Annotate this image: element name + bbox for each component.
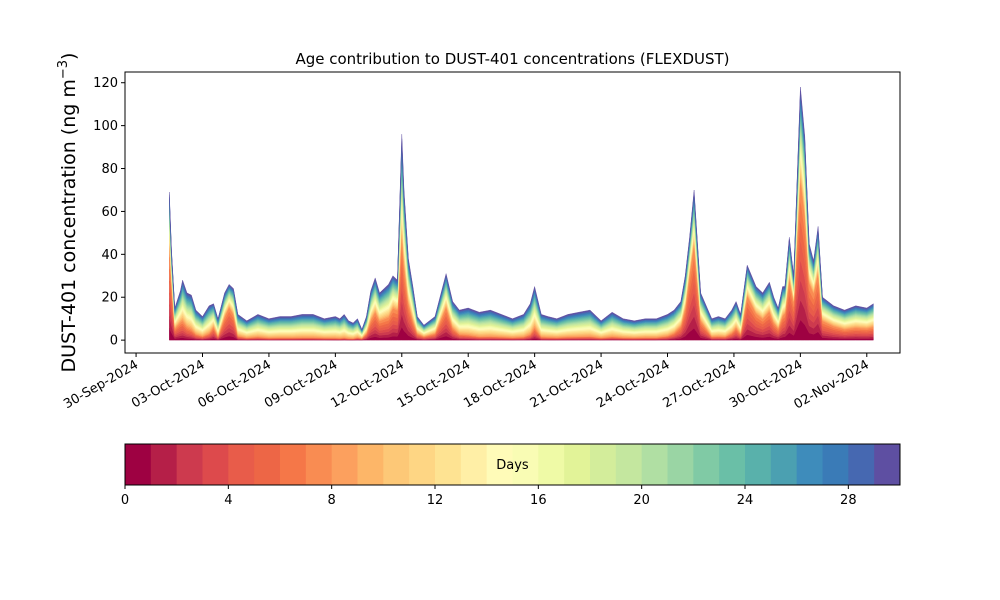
colorbar-cell [409, 444, 436, 485]
colorbar-tick-label: 28 [840, 493, 857, 508]
y-axis: 0 20 40 60 80 100 120 [93, 76, 125, 349]
colorbar-label: Days [496, 458, 529, 473]
colorbar-cell [745, 444, 772, 485]
y-tick-label: 40 [101, 248, 118, 263]
colorbar-cell [383, 444, 410, 485]
colorbar-cell [228, 444, 255, 485]
x-tick-label: 12-Oct-2024 [328, 357, 406, 411]
colorbar-cell [615, 444, 643, 485]
colorbar-cell [254, 444, 281, 485]
x-tick-label: 27-Oct-2024 [661, 357, 739, 411]
y-tick-label: 100 [93, 119, 118, 134]
x-tick-label: 06-Oct-2024 [196, 357, 274, 411]
colorbar-cell [512, 444, 539, 485]
colorbar-cell [564, 444, 591, 485]
colorbar-tick-label: 0 [121, 493, 129, 508]
colorbar: 0 4 8 12 16 20 24 28 Days [121, 443, 901, 508]
chart-title: Age contribution to DUST-401 concentrati… [295, 50, 729, 68]
colorbar-cell [693, 444, 720, 485]
y-tick-label: 60 [101, 205, 118, 220]
x-axis: 30-Sep-202403-Oct-202406-Oct-202409-Oct-… [61, 353, 872, 412]
x-tick-label: 24-Oct-2024 [594, 357, 672, 411]
colorbar-tick-label: 8 [328, 493, 336, 508]
colorbar-cell [125, 444, 152, 485]
plot-area [124, 71, 901, 354]
colorbar-cell [486, 444, 513, 485]
colorbar-cell [874, 444, 901, 485]
axes-frame [124, 71, 901, 354]
colorbar-cells [125, 444, 901, 485]
age-band-7-days [169, 178, 874, 339]
colorbar-cell [150, 444, 178, 485]
colorbar-ticks: 0 4 8 12 16 20 24 28 [121, 485, 857, 508]
colorbar-cell [280, 444, 307, 485]
colorbar-cell [822, 444, 849, 485]
colorbar-cell [667, 444, 694, 485]
colorbar-cell [357, 444, 384, 485]
x-tick-label: 18-Oct-2024 [461, 357, 539, 411]
colorbar-tick-label: 16 [530, 493, 547, 508]
colorbar-frame [124, 443, 901, 486]
colorbar-tick-label: 12 [427, 493, 444, 508]
colorbar-cell [641, 444, 668, 485]
colorbar-cell [176, 444, 203, 485]
y-axis-label: DUST-401 concentration (ng m−3) [56, 53, 80, 373]
y-tick-label: 80 [101, 162, 118, 177]
colorbar-cell [770, 444, 798, 485]
colorbar-cell [590, 444, 617, 485]
age-band-29-days [169, 86, 874, 331]
y-tick-label: 120 [93, 76, 118, 91]
y-tick-label: 20 [101, 291, 118, 306]
colorbar-cell [435, 444, 462, 485]
colorbar-tick-label: 4 [224, 493, 232, 508]
colorbar-cell [202, 444, 229, 485]
colorbar-cell [796, 444, 823, 485]
x-tick-label: 15-Oct-2024 [395, 357, 473, 411]
stacked-areas [169, 86, 874, 341]
colorbar-cell [848, 444, 875, 485]
colorbar-tick-label: 24 [737, 493, 754, 508]
y-tick-label: 0 [110, 334, 118, 349]
colorbar-cell [460, 444, 488, 485]
colorbar-cell [719, 444, 746, 485]
colorbar-cell [305, 444, 333, 485]
colorbar-cell [538, 444, 565, 485]
x-tick-label: 02-Nov-2024 [792, 357, 872, 412]
x-tick-label: 03-Oct-2024 [129, 357, 207, 411]
colorbar-cell [331, 444, 358, 485]
x-tick-label: 09-Oct-2024 [262, 357, 340, 411]
colorbar-tick-label: 20 [633, 493, 650, 508]
x-tick-label: 21-Oct-2024 [528, 357, 606, 411]
